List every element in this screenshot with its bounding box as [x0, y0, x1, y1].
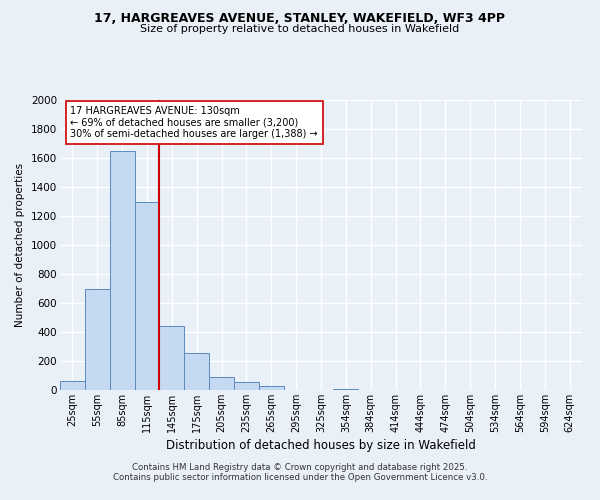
Text: 17 HARGREAVES AVENUE: 130sqm
← 69% of detached houses are smaller (3,200)
30% of: 17 HARGREAVES AVENUE: 130sqm ← 69% of de… — [70, 106, 318, 139]
Text: Contains HM Land Registry data © Crown copyright and database right 2025.: Contains HM Land Registry data © Crown c… — [132, 464, 468, 472]
Bar — [259, 386, 284, 390]
Bar — [85, 288, 110, 390]
Bar — [234, 382, 259, 390]
Text: Size of property relative to detached houses in Wakefield: Size of property relative to detached ho… — [140, 24, 460, 34]
Text: Contains public sector information licensed under the Open Government Licence v3: Contains public sector information licen… — [113, 474, 487, 482]
Bar — [160, 326, 184, 390]
Bar — [60, 380, 85, 390]
Text: 17, HARGREAVES AVENUE, STANLEY, WAKEFIELD, WF3 4PP: 17, HARGREAVES AVENUE, STANLEY, WAKEFIEL… — [95, 12, 505, 26]
Bar — [110, 151, 134, 390]
Y-axis label: Number of detached properties: Number of detached properties — [16, 163, 25, 327]
Bar — [209, 377, 234, 390]
X-axis label: Distribution of detached houses by size in Wakefield: Distribution of detached houses by size … — [166, 439, 476, 452]
Bar — [134, 202, 160, 390]
Bar — [184, 353, 209, 390]
